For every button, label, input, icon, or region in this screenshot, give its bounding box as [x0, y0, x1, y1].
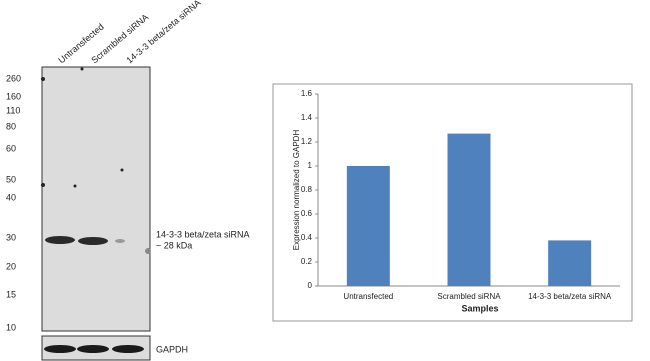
x-axis-label: Samples [461, 303, 498, 313]
bar [346, 166, 390, 286]
spot [41, 77, 45, 81]
band-annotation: 14-3-3 beta/zeta siRNA [156, 229, 250, 239]
marker-label: 260 [6, 73, 21, 83]
marker-label: 40 [6, 192, 16, 202]
spot [120, 168, 124, 172]
y-tick-label: 1.4 [301, 113, 313, 122]
y-tick-label: 1.6 [301, 89, 313, 98]
bar [447, 133, 491, 286]
marker-label: 60 [6, 143, 16, 153]
x-tick-label: Scrambled siRNA [437, 292, 501, 301]
spot [41, 183, 45, 187]
gapdh-band [77, 345, 109, 353]
y-axis-label: Expression normalized to GAPDH [292, 130, 301, 251]
loading-control-label: GAPDH [156, 344, 188, 354]
marker-label: 80 [6, 121, 16, 131]
x-tick-label: Untransfected [343, 292, 393, 301]
spot [73, 184, 77, 188]
x-tick-label: 14-3-3 beta/zeta siRNA [528, 292, 612, 301]
y-tick-label: 0.8 [301, 185, 313, 194]
band [78, 237, 108, 245]
y-tick-label: 0.2 [301, 257, 313, 266]
lane-label: Scrambled siRNA [89, 12, 150, 65]
gapdh-band [112, 345, 144, 353]
band [145, 248, 151, 254]
marker-label: 30 [6, 232, 16, 242]
gapdh-band [44, 345, 76, 353]
spot [80, 67, 84, 71]
y-tick-label: 1.2 [301, 137, 313, 146]
y-tick-label: 0.6 [301, 209, 313, 218]
marker-label: 20 [6, 261, 16, 271]
y-tick-label: 0 [308, 281, 313, 290]
marker-label: 10 [6, 322, 16, 332]
band [115, 239, 125, 243]
marker-label: 50 [6, 174, 16, 184]
band [45, 236, 75, 244]
marker-label: 110 [6, 105, 20, 115]
y-tick-label: 1 [308, 161, 313, 170]
y-tick-label: 0.4 [301, 233, 313, 242]
lane-label: 14-3-3 beta/zeta siRNA [124, 0, 202, 65]
band-annotation: ~ 28 kDa [156, 240, 192, 250]
blot-membrane [41, 66, 151, 332]
bar [548, 240, 592, 286]
marker-label: 15 [6, 289, 16, 299]
marker-label: 160 [6, 91, 21, 101]
